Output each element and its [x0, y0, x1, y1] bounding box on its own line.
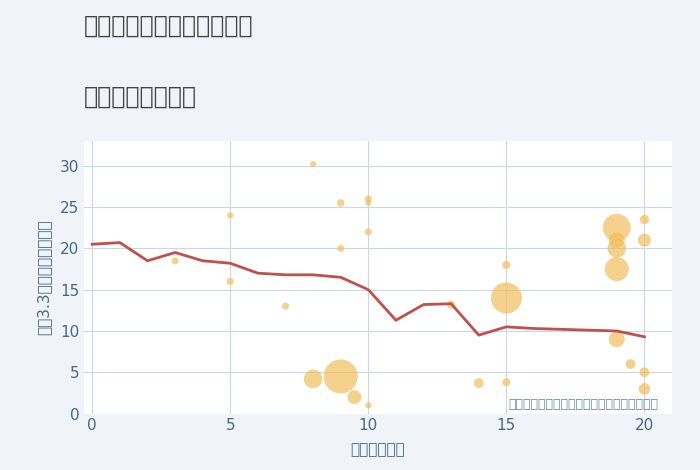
Point	[335, 199, 346, 207]
Point	[335, 244, 346, 252]
Point	[611, 244, 622, 252]
Point	[625, 360, 636, 368]
Point	[611, 224, 622, 232]
X-axis label: 駅距離（分）: 駅距離（分）	[351, 442, 405, 457]
Point	[169, 257, 181, 265]
Point	[500, 261, 512, 269]
Point	[611, 336, 622, 343]
Point	[639, 368, 650, 376]
Point	[225, 212, 236, 219]
Point	[335, 373, 346, 380]
Point	[500, 378, 512, 386]
Point	[363, 228, 374, 235]
Text: 兵庫県揖保郡太子町福地の: 兵庫県揖保郡太子町福地の	[84, 14, 253, 38]
Point	[307, 375, 318, 383]
Point	[307, 160, 318, 168]
Point	[349, 393, 360, 401]
Text: 円の大きさは、取引のあった物件面積を示す: 円の大きさは、取引のあった物件面積を示す	[508, 398, 658, 411]
Point	[363, 401, 374, 409]
Point	[363, 195, 374, 203]
Y-axis label: 坪（3.3㎡）単価（万円）: 坪（3.3㎡）単価（万円）	[36, 219, 51, 335]
Point	[280, 303, 291, 310]
Point	[611, 236, 622, 244]
Point	[639, 216, 650, 223]
Point	[611, 265, 622, 273]
Point	[639, 236, 650, 244]
Point	[225, 278, 236, 285]
Point	[473, 379, 484, 387]
Text: 駅距離別土地価格: 駅距離別土地価格	[84, 85, 197, 109]
Point	[500, 294, 512, 302]
Point	[639, 385, 650, 392]
Point	[363, 199, 374, 207]
Point	[446, 301, 457, 308]
